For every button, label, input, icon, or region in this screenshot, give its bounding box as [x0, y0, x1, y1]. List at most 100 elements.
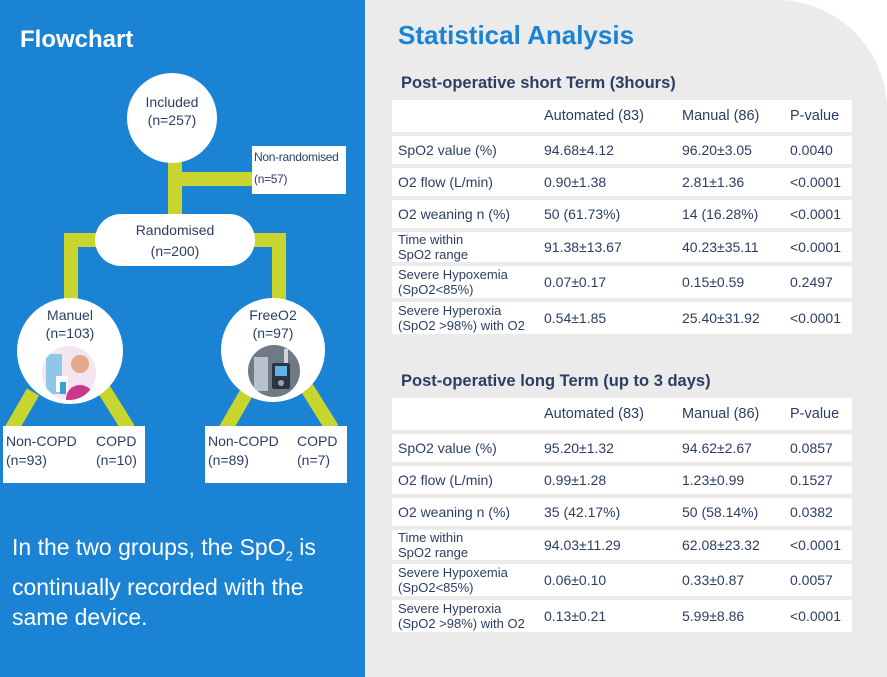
flowchart-title: Flowchart: [20, 26, 134, 53]
manual-value: 25.40±31.92: [682, 310, 760, 326]
table-header-row: Automated (83) Manual (86) P-value: [392, 100, 852, 132]
table-row: O2 weaning n (%) 35 (42.17%) 50 (58.14%) 0.…: [392, 498, 852, 526]
manual-value: 0.33±0.87: [682, 572, 745, 588]
row-label: Severe Hypoxemia (SpO2<85%): [398, 565, 508, 595]
automated-value: 91.38±13.67: [544, 239, 622, 255]
freeo2-label: FreeO2: [249, 307, 297, 323]
p-value: <0.0001: [790, 206, 841, 222]
non-randomised-count: (n=57): [254, 172, 288, 186]
manual-value: 96.20±3.05: [682, 142, 752, 158]
table-header-row: Automated (83) Manual (86) P-value: [392, 398, 852, 430]
non-randomised-node: Non-randomised (n=57): [252, 146, 346, 194]
table-row: SpO2 value (%) 95.20±1.32 94.62±2.67 0.0857: [392, 434, 852, 462]
p-value: 0.0857: [790, 440, 833, 456]
freeo2-copd-count: (n=7): [297, 452, 331, 468]
p-value: <0.0001: [790, 310, 841, 326]
manual-value: 50 (58.14%): [682, 504, 759, 520]
manual-non-copd-count: (n=93): [6, 452, 47, 468]
automated-value: 0.07±0.17: [544, 274, 607, 290]
table-row: SpO2 value (%) 94.68±4.12 96.20±3.05 0.0040: [392, 136, 852, 164]
included-count: (n=257): [147, 112, 197, 128]
p-value: 0.0040: [790, 142, 833, 158]
freeo2-device-image: [248, 345, 300, 397]
automated-value: 95.20±1.32: [544, 440, 614, 456]
manual-non-copd-label: Non-COPD: [6, 433, 77, 449]
manual-value: 14 (16.28%): [682, 206, 759, 222]
table-header-cell: Manual (86): [682, 406, 760, 422]
manual-value: 0.15±0.59: [682, 274, 745, 290]
manual-care-image: [42, 346, 96, 400]
manual-value: 5.99±8.86: [682, 608, 745, 624]
table-row: Time within SpO2 range 94.03±11.29 62.08±23…: [392, 530, 852, 560]
automated-value: 35 (42.17%): [544, 504, 621, 520]
table-header-cell: P-value: [790, 406, 840, 422]
table-row: Severe Hyperoxia (SpO2 >98%) with O2 0.13±…: [392, 600, 852, 632]
statistics-title: Statistical Analysis: [398, 20, 635, 50]
row-label: Severe Hyperoxia (SpO2 >98%) with O2: [398, 601, 525, 631]
manual-value: 94.62±2.67: [682, 440, 752, 456]
row-label: O2 flow (L/min): [398, 472, 493, 488]
row-label: O2 weaning n (%): [398, 504, 511, 520]
non-randomised-label: Non-randomised: [254, 150, 339, 164]
included-node: Included (n=257): [127, 73, 217, 163]
automated-value: 0.13±0.21: [544, 608, 607, 624]
p-value: 0.2497: [790, 274, 833, 290]
manual-value: 1.23±0.99: [682, 472, 745, 488]
row-label: Time within SpO2 range: [398, 232, 469, 262]
manual-value: 40.23±35.11: [682, 239, 759, 255]
freeo2-leaf-box: Non-COPD (n=89) COPD (n=7): [205, 426, 347, 483]
p-value: <0.0001: [790, 608, 841, 624]
table-header-cell: Automated (83): [544, 108, 644, 124]
row-label: SpO2 value (%): [398, 440, 497, 456]
freeo2-non-copd-count: (n=89): [208, 452, 249, 468]
table-row: Time within SpO2 range 91.38±13.67 40.23±35…: [392, 232, 852, 262]
manual-copd-label: COPD: [96, 433, 137, 449]
manual-copd-count: (n=10): [96, 452, 137, 468]
table-row: O2 flow (L/min) 0.90±1.38 2.81±1.36 <0.0001: [392, 168, 852, 196]
p-value: 0.1527: [790, 472, 833, 488]
manual-label: Manuel: [47, 307, 93, 323]
automated-value: 50 (61.73%): [544, 206, 621, 222]
row-label: O2 flow (L/min): [398, 174, 493, 190]
randomised-node: Randomised (n=200): [95, 214, 255, 266]
automated-value: 0.06±0.10: [544, 572, 607, 588]
table-row: Severe Hyperoxia (SpO2 >98%) with O2 0.54±…: [392, 302, 852, 334]
manual-value: 2.81±1.36: [682, 174, 745, 190]
table-row: Severe Hypoxemia (SpO2<85%) 0.06±0.10 0.33±…: [392, 564, 852, 596]
row-label: Severe Hypoxemia (SpO2<85%): [398, 267, 508, 297]
row-label: SpO2 value (%): [398, 142, 497, 158]
manual-count: (n=103): [45, 325, 95, 341]
table-header-cell: P-value: [790, 108, 840, 124]
long-term-subtitle: Post-operative long Term (up to 3 days): [401, 372, 711, 390]
statistics-panel: Statistical Analysis Post-operative shor…: [365, 0, 887, 677]
automated-value: 94.03±11.29: [544, 537, 621, 553]
freeo2-non-copd-label: Non-COPD: [208, 433, 279, 449]
randomised-count: (n=200): [150, 243, 200, 259]
row-label: Severe Hyperoxia (SpO2 >98%) with O2: [398, 303, 525, 333]
table-header-cell: Manual (86): [682, 108, 760, 124]
p-value: 0.0057: [790, 572, 833, 588]
short-term-subtitle: Post-operative short Term (3hours): [401, 74, 676, 92]
randomised-label: Randomised: [135, 222, 215, 238]
flowchart-panel: Flowchart Included (n=257) Non-randomise…: [0, 0, 365, 677]
summary-text: In the two groups, the SpO2 is continual…: [12, 534, 316, 630]
p-value: <0.0001: [790, 537, 841, 553]
row-label: O2 weaning n (%): [398, 206, 511, 222]
automated-value: 0.54±1.85: [544, 310, 607, 326]
automated-value: 0.90±1.38: [544, 174, 607, 190]
automated-value: 0.99±1.28: [544, 472, 607, 488]
manual-leaf-box: Non-COPD (n=93) COPD (n=10): [3, 426, 145, 483]
table-row: O2 flow (L/min) 0.99±1.28 1.23±0.99 0.1527: [392, 466, 852, 494]
table-row: O2 weaning n (%) 50 (61.73%) 14 (16.28%) <0…: [392, 200, 852, 228]
p-value: <0.0001: [790, 239, 841, 255]
p-value: <0.0001: [790, 174, 841, 190]
row-label: Time within SpO2 range: [398, 530, 469, 560]
included-label: Included: [145, 94, 199, 110]
freeo2-count: (n=97): [252, 325, 294, 341]
p-value: 0.0382: [790, 504, 833, 520]
manual-value: 62.08±23.32: [682, 537, 760, 553]
table-row: Severe Hypoxemia (SpO2<85%) 0.07±0.17 0.15±…: [392, 266, 852, 298]
table-header-cell: Automated (83): [544, 406, 644, 422]
freeo2-copd-label: COPD: [297, 433, 338, 449]
automated-value: 94.68±4.12: [544, 142, 614, 158]
